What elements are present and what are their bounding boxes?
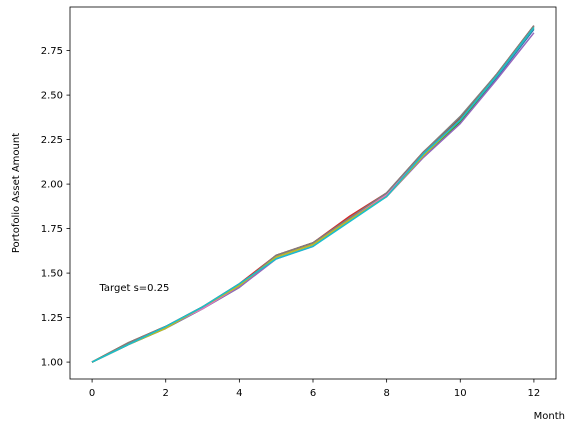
x-axis-ticks: 0 2 4 6 8 10 12	[89, 379, 540, 399]
x-tick-label: 4	[236, 388, 242, 399]
x-tick-label: 2	[163, 388, 169, 399]
y-tick-label: 1.50	[41, 269, 63, 280]
series-lines	[91, 25, 535, 363]
x-tick-label: 0	[89, 388, 95, 399]
x-tick-label: 12	[528, 388, 541, 399]
y-tick-label: 2.75	[41, 46, 63, 57]
x-tick-label: 6	[310, 388, 316, 399]
y-tick-label: 1.75	[41, 224, 63, 235]
x-tick-label: 8	[383, 388, 389, 399]
y-tick-label: 2.50	[41, 91, 63, 102]
y-tick-label: 2.00	[41, 180, 63, 191]
y-tick-label: 1.00	[41, 358, 63, 369]
y-tick-label: 2.25	[41, 135, 63, 146]
y-axis-label: Portofolio Asset Amount	[11, 133, 22, 253]
series-line-10	[91, 27, 535, 363]
x-axis-label: Month	[534, 411, 565, 422]
x-tick-label: 10	[454, 388, 467, 399]
y-axis-ticks: 1.00 1.25 1.50 1.75 2.00 2.25 2.50 2.75	[41, 46, 70, 369]
target-annotation: Target s=0.25	[98, 283, 169, 294]
y-tick-label: 1.25	[41, 313, 63, 324]
